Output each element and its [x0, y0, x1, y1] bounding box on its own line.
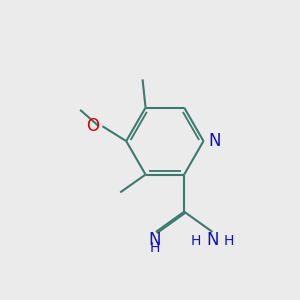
Text: O: O: [86, 117, 99, 135]
Text: H: H: [149, 241, 160, 255]
Text: N: N: [148, 231, 161, 249]
Text: N: N: [208, 132, 221, 150]
Text: H: H: [224, 234, 234, 248]
Text: N: N: [206, 231, 219, 249]
Text: H: H: [191, 234, 201, 248]
